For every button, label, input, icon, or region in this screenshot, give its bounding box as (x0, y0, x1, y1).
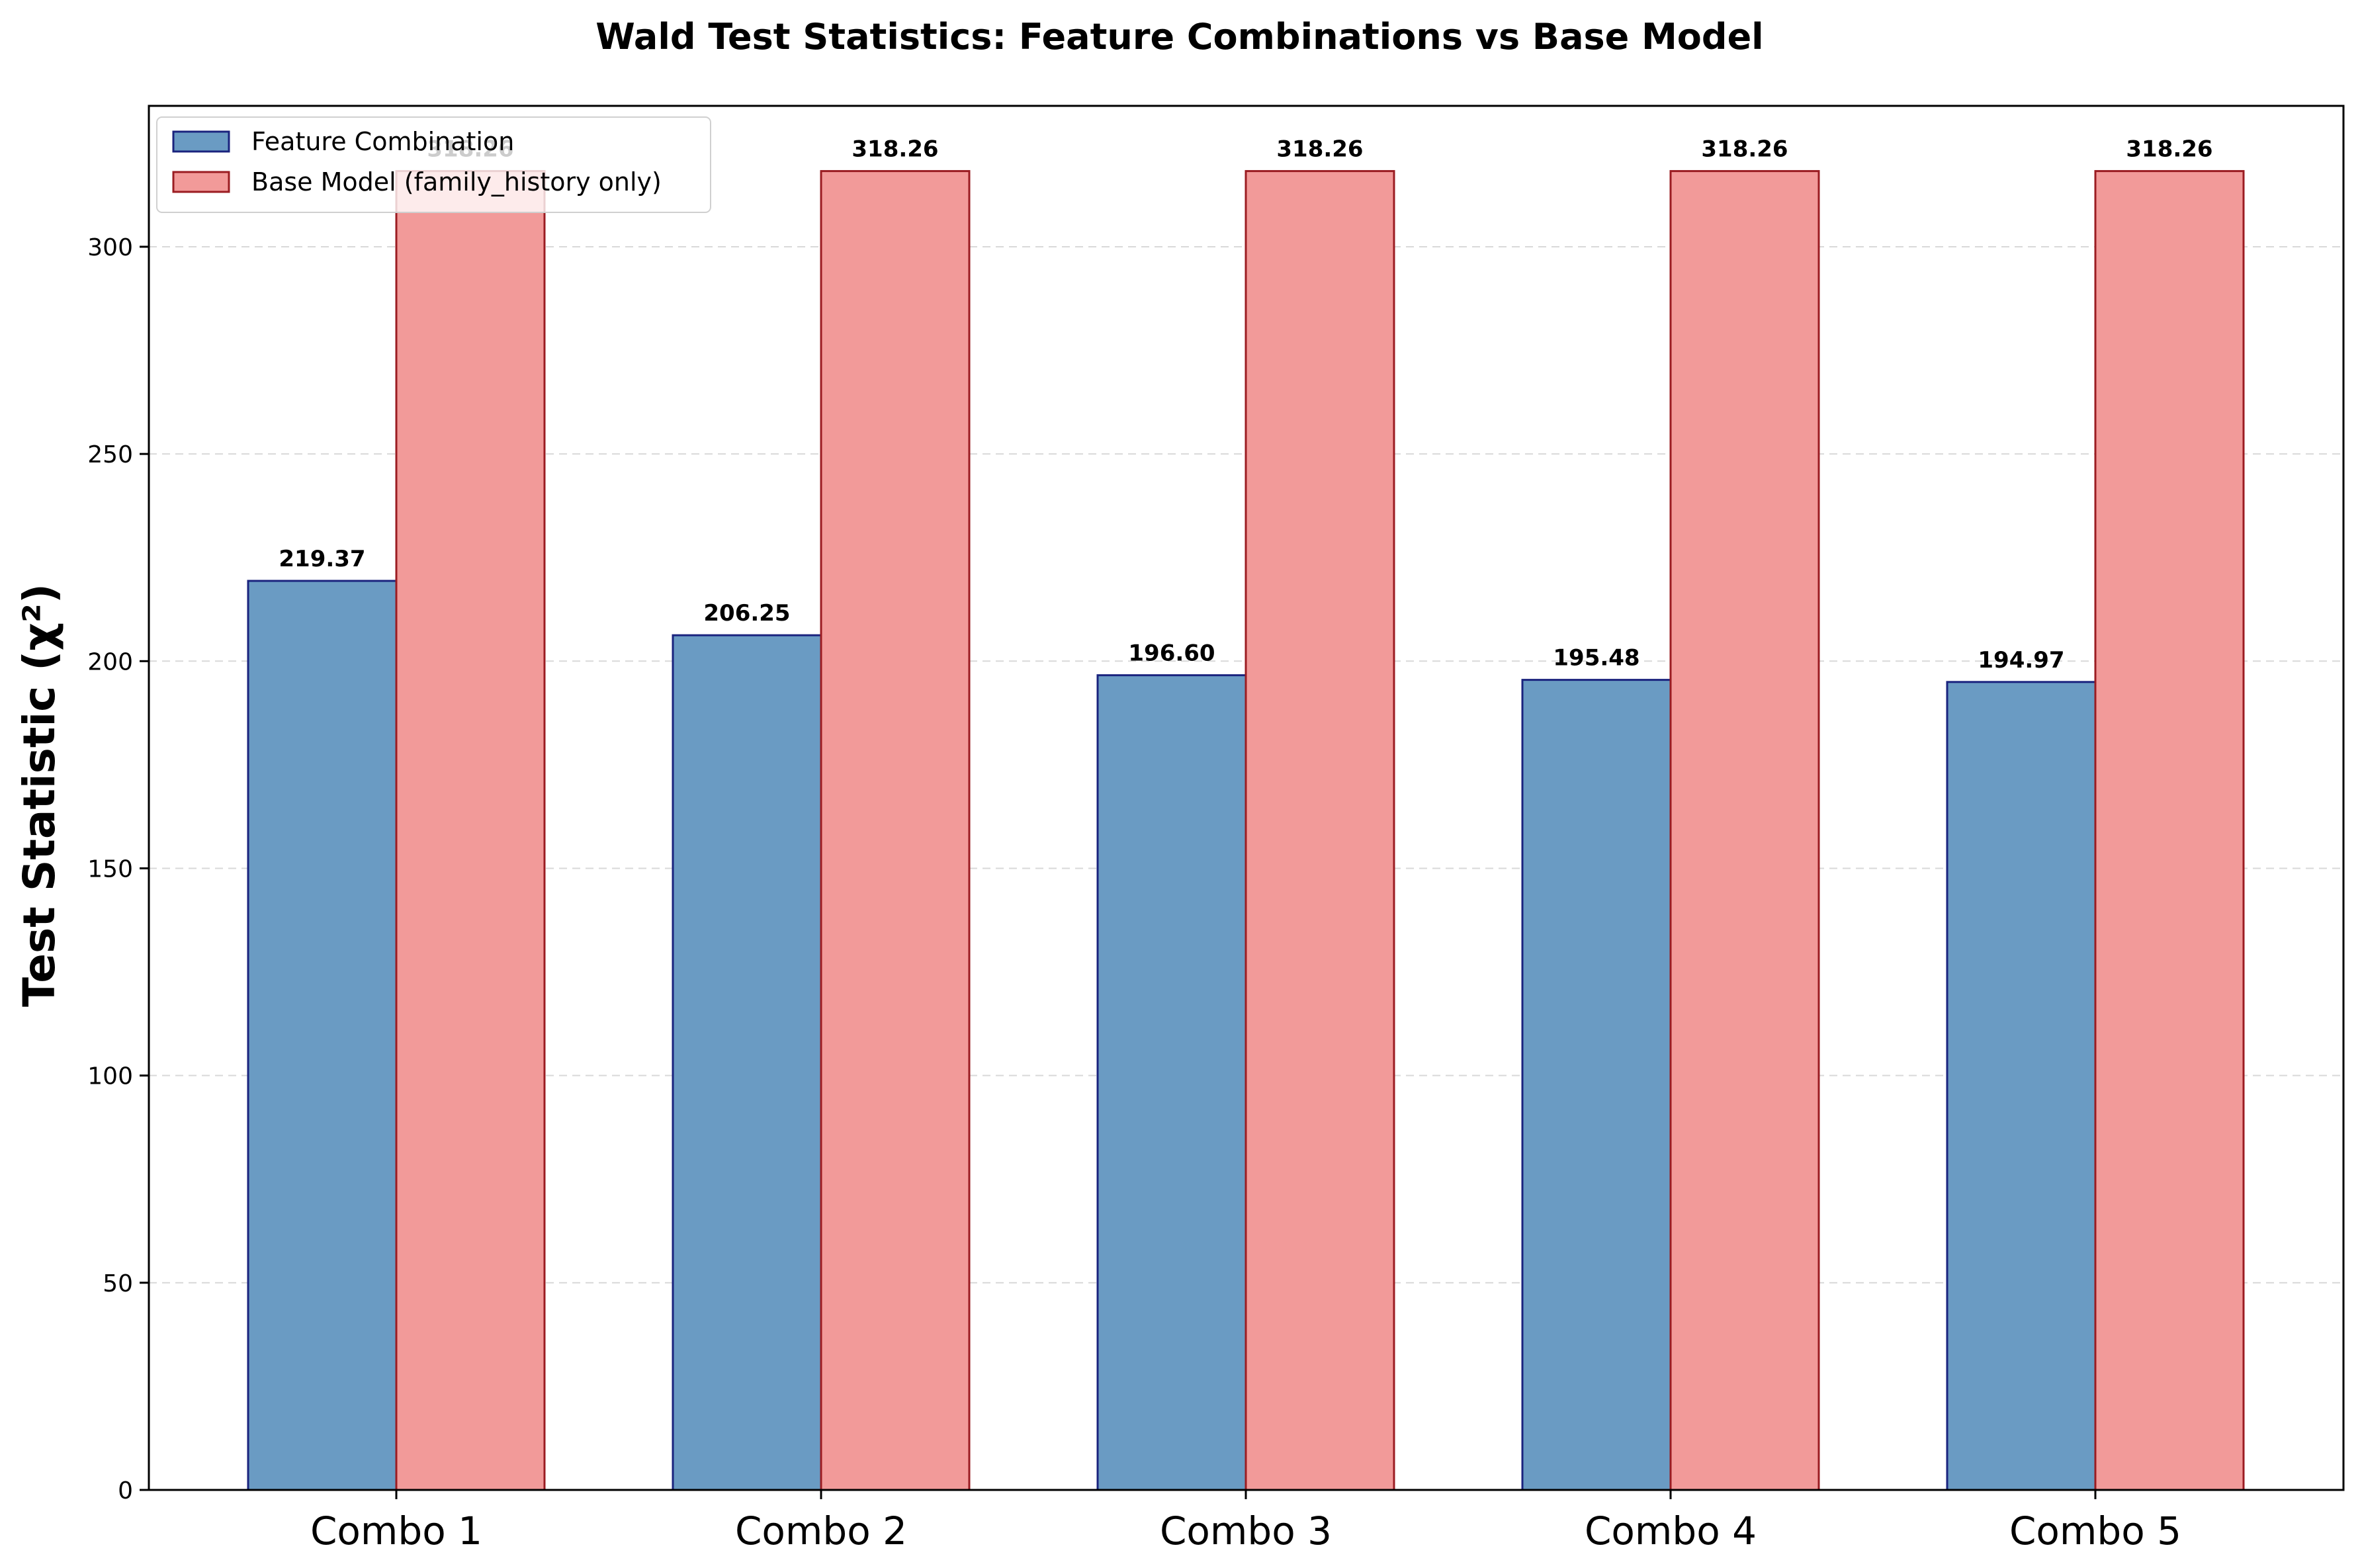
data-label: 318.26 (2126, 136, 2212, 163)
bar-feature-combination (1521, 679, 1672, 1491)
data-label: 195.48 (1553, 645, 1639, 672)
x-tick-label: Combo 2 (735, 1508, 907, 1553)
bar-base-model (1669, 170, 1820, 1491)
bar-feature-combination (247, 580, 398, 1491)
bar-base-model (395, 170, 546, 1491)
data-label: 206.25 (703, 600, 790, 627)
legend-swatch-base-model (172, 171, 230, 193)
x-tick-label: Combo 4 (1585, 1508, 1757, 1553)
axes: 0 50 100 150 200 250 300 Combo 1 Combo 2 Combo 3 C… (87, 105, 2345, 1553)
legend-box (156, 116, 711, 213)
y-tick-label: 0 (118, 1477, 133, 1504)
y-tick-label: 200 (87, 648, 133, 675)
y-tick-label: 300 (87, 234, 133, 261)
bar-base-model (1245, 170, 1395, 1491)
data-label: 219.37 (279, 546, 365, 572)
data-label: 318.26 (852, 136, 938, 163)
legend-swatch-feature-combination (172, 130, 230, 153)
chart-title: Wald Test Statistics: Feature Combinatio… (595, 16, 1763, 58)
y-tick-label: 50 (103, 1270, 133, 1297)
data-label: 318.26 (1276, 136, 1363, 163)
bar-base-model (2094, 170, 2245, 1491)
x-tick-label: Combo 1 (310, 1508, 482, 1553)
bar-base-model (820, 170, 971, 1491)
bar-feature-combination (1946, 681, 2097, 1491)
bar-feature-combination (672, 634, 822, 1491)
data-label: 194.97 (1978, 647, 2064, 674)
y-tick-label: 100 (87, 1063, 133, 1090)
legend: Feature Combination Base Model (family_h… (156, 116, 711, 213)
data-label: 318.26 (1701, 136, 1788, 163)
x-tick-label: Combo 5 (2009, 1508, 2181, 1553)
data-labels: 219.37 318.26 206.25 318.26 196.60 318.26 195.… (279, 136, 2212, 674)
bars (247, 170, 2245, 1491)
y-axis-label: Test Statistic (χ²) (14, 584, 65, 1007)
legend-label-feature-combination: Feature Combination (251, 127, 514, 156)
legend-label-base-model: Base Model (family_history only) (251, 167, 662, 196)
data-label: 196.60 (1128, 640, 1215, 667)
bar-feature-combination (1096, 674, 1247, 1491)
x-tick-label: Combo 3 (1160, 1508, 1332, 1553)
y-tick-label: 250 (87, 441, 133, 468)
y-tick-label: 150 (87, 855, 133, 883)
